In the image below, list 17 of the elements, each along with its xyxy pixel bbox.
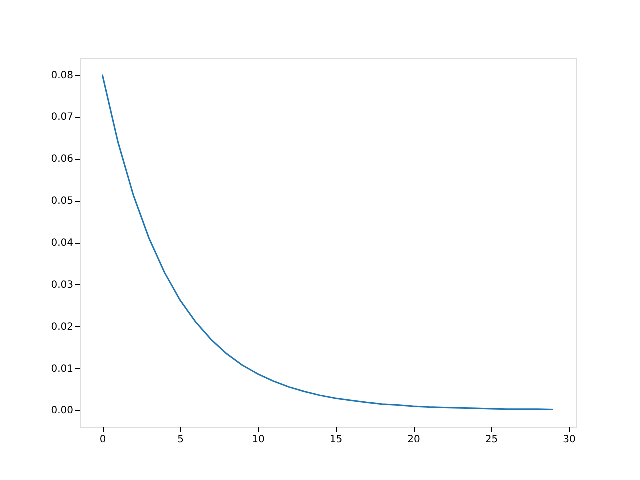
y-tick-label: 0.06 xyxy=(51,154,74,166)
y-tick-label: 0.05 xyxy=(51,196,74,208)
x-tick-label: 0 xyxy=(100,434,106,446)
y-tick-label: 0.04 xyxy=(51,238,74,249)
y-tick-label: 0.08 xyxy=(51,70,74,82)
y-tick-label: 0.07 xyxy=(51,112,74,124)
x-tick-label: 25 xyxy=(485,434,498,446)
line-series xyxy=(102,74,554,411)
y-tick-label: 0.00 xyxy=(51,406,74,417)
x-tick-label: 10 xyxy=(252,434,265,446)
x-tick-label: 5 xyxy=(178,434,184,446)
y-tick-label: 0.02 xyxy=(51,322,74,333)
y-tick-label: 0.03 xyxy=(51,280,74,291)
x-tick-label: 30 xyxy=(563,434,576,446)
x-tick-label: 20 xyxy=(408,434,420,446)
y-tick-label: 0.01 xyxy=(51,364,74,375)
x-tick-label: 15 xyxy=(330,434,343,446)
